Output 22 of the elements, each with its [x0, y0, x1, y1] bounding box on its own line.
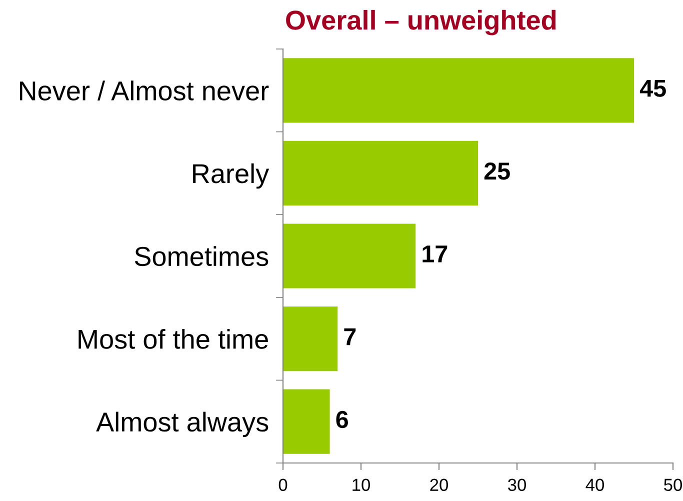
x-tick-label: 0	[278, 478, 288, 492]
y-tick-label: Never / Almost never	[20, 80, 269, 100]
bar	[283, 224, 416, 288]
x-tick-label: 20	[430, 478, 448, 492]
x-tick-label: 40	[586, 478, 604, 492]
y-tick-label: Rarely	[193, 163, 270, 189]
x-tick-label: 10	[352, 478, 370, 492]
y-tick-label: Almost always	[96, 412, 268, 438]
y-tick-label: Most of the time	[78, 328, 268, 349]
x-tick-label: 50	[664, 478, 682, 492]
bar	[283, 306, 338, 372]
data-label: 17	[422, 246, 448, 262]
chart-title: Overall – unweighted	[286, 10, 556, 36]
data-label: 25	[484, 162, 510, 180]
data-label: 6	[336, 410, 348, 428]
bar	[283, 140, 478, 206]
bar	[283, 389, 330, 454]
data-label: 45	[640, 80, 666, 97]
x-tick-label: 30	[508, 478, 526, 492]
data-label: 7	[344, 328, 356, 346]
bar	[283, 58, 634, 123]
y-tick-label: Sometimes	[134, 246, 268, 266]
